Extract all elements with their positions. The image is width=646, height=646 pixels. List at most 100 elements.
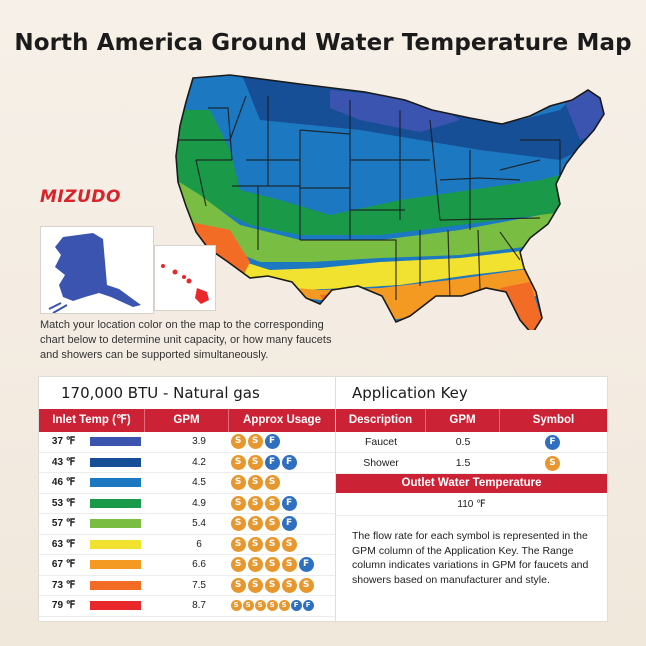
shower-icon: S	[247, 536, 263, 552]
page-title: North America Ground Water Temperature M…	[14, 30, 632, 56]
key-description: Shower	[363, 457, 399, 469]
shower-icon: S	[247, 475, 263, 491]
shower-icon: S	[230, 495, 246, 511]
inlet-temp: 67 ℉	[51, 559, 76, 571]
header-approx-usage: Approx Usage	[243, 414, 321, 426]
shower-icon: S	[247, 557, 263, 573]
color-swatch	[90, 560, 142, 570]
gpm-value: 6.6	[192, 559, 206, 571]
key-gpm: 1.5	[455, 457, 471, 469]
color-swatch	[90, 580, 142, 590]
panel-divider	[335, 377, 336, 621]
gpm-value: 4.5	[192, 477, 206, 489]
key-row-shower: Shower 1.5 S	[336, 453, 607, 474]
shower-icon: S	[230, 434, 246, 450]
inlet-temp: 79 ℉	[51, 600, 76, 612]
gpm-value: 8.7	[192, 600, 206, 612]
left-table-header: Inlet Temp (℉) GPM Approx Usage	[39, 409, 335, 432]
shower-icon: S	[247, 434, 263, 450]
faucet-icon: F	[281, 495, 297, 511]
shower-icon: S	[247, 495, 263, 511]
data-panel: 170,000 BTU - Natural gas Application Ke…	[38, 376, 608, 622]
shower-icon: S	[264, 577, 280, 593]
outlet-temp-value: 110 ℉	[336, 494, 607, 516]
header-key-gpm: GPM	[426, 409, 500, 432]
key-description: Faucet	[364, 436, 398, 448]
key-gpm: 0.5	[455, 436, 471, 448]
shower-icon: S	[230, 577, 246, 593]
shower-icon: S	[230, 600, 242, 612]
inlet-temp: 57 ℉	[51, 518, 76, 530]
temperature-row: 43 ℉ 4.2 S S F F	[39, 453, 335, 473]
shower-icon: S	[247, 516, 263, 532]
shower-icon: S	[242, 600, 254, 612]
key-symbol-cell: F	[500, 434, 607, 450]
color-swatch	[90, 539, 142, 549]
us-temperature-map	[175, 74, 605, 330]
shower-icon: S	[247, 577, 263, 593]
temperature-row: 73 ℉ 7.5 S S S S S	[39, 576, 335, 596]
faucet-icon: F	[264, 434, 280, 450]
faucet-icon: F	[298, 557, 314, 573]
shower-icon: S	[230, 454, 246, 470]
shower-icon: S	[278, 600, 290, 612]
hawaii-inset	[154, 245, 216, 311]
shower-icon: S	[281, 536, 297, 552]
key-note: The flow rate for each symbol is represe…	[352, 530, 589, 586]
shower-icon: S	[298, 577, 314, 593]
color-swatch	[90, 437, 142, 447]
inlet-temp: 46 ℉	[51, 477, 76, 489]
temperature-row: 53 ℉ 4.9 S S S F	[39, 494, 335, 514]
shower-icon: S	[264, 475, 280, 491]
faucet-icon: F	[281, 516, 297, 532]
header-symbol: Symbol	[532, 414, 575, 426]
gpm-value: 6	[196, 538, 202, 550]
inlet-temp: 73 ℉	[51, 579, 76, 591]
shower-icon: S	[281, 557, 297, 573]
header-description: Description	[336, 409, 426, 432]
temperature-row: 79 ℉ 8.7 S S S S S F F	[39, 596, 335, 617]
shower-icon: S	[247, 454, 263, 470]
color-swatch	[90, 601, 142, 611]
gpm-value: 7.5	[192, 579, 206, 591]
shower-icon: S	[545, 455, 560, 471]
gpm-value: 3.9	[192, 436, 206, 448]
color-swatch	[90, 457, 142, 467]
faucet-icon: F	[264, 454, 280, 470]
alaska-inset	[40, 226, 154, 314]
key-table-header: Description GPM Symbol	[336, 409, 607, 432]
shower-icon: S	[230, 475, 246, 491]
color-swatch	[90, 498, 142, 508]
inlet-temp: 63 ℉	[51, 538, 76, 550]
shower-icon: S	[281, 577, 297, 593]
faucet-icon: F	[290, 600, 302, 612]
shower-icon: S	[230, 557, 246, 573]
temperature-row: 37 ℉ 3.9 S S F	[39, 432, 335, 453]
gpm-value: 4.9	[192, 497, 206, 509]
key-row-faucet: Faucet 0.5 F	[336, 432, 607, 453]
header-gpm: GPM	[145, 409, 229, 432]
faucet-icon: F	[281, 454, 297, 470]
gpm-value: 4.2	[192, 456, 206, 468]
shower-icon: S	[264, 557, 280, 573]
inlet-temp: 53 ℉	[51, 497, 76, 509]
outlet-temp-header: Outlet Water Temperature	[336, 474, 607, 493]
map-description: Match your location color on the map to …	[40, 319, 332, 361]
temperature-row: 46 ℉ 4.5 S S S	[39, 473, 335, 494]
shower-icon: S	[264, 536, 280, 552]
faucet-icon: F	[302, 600, 314, 612]
application-key-title: Application Key	[352, 384, 468, 402]
shower-icon: S	[264, 495, 280, 511]
shower-icon: S	[230, 516, 246, 532]
inlet-temp: 37 ℉	[51, 436, 76, 448]
key-symbol-cell: S	[500, 455, 607, 471]
